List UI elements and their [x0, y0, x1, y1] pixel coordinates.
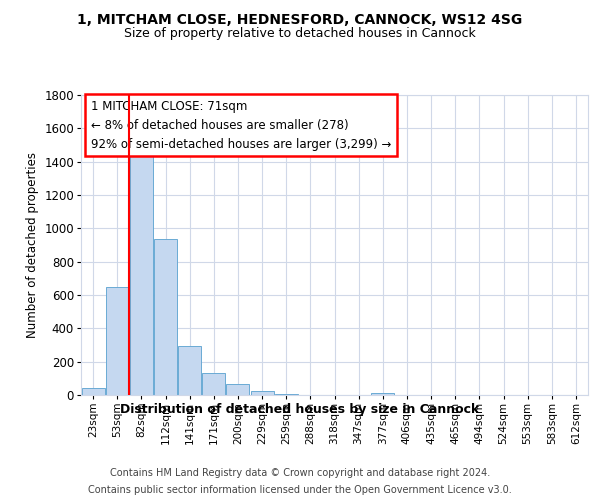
Text: Distribution of detached houses by size in Cannock: Distribution of detached houses by size …	[121, 402, 479, 415]
Bar	[202, 374, 225, 395]
Text: Contains public sector information licensed under the Open Government Licence v3: Contains public sector information licen…	[88, 485, 512, 495]
Text: Size of property relative to detached houses in Cannock: Size of property relative to detached ho…	[124, 28, 476, 40]
Bar	[130, 150, 153, 395]
Bar	[154, 239, 177, 395]
Text: 1, MITCHAM CLOSE, HEDNESFORD, CANNOCK, WS12 4SG: 1, MITCHAM CLOSE, HEDNESFORD, CANNOCK, W…	[77, 12, 523, 26]
Bar	[226, 384, 250, 395]
Y-axis label: Number of detached properties: Number of detached properties	[26, 152, 39, 338]
Bar	[251, 392, 274, 395]
Bar	[82, 388, 104, 395]
Bar	[275, 394, 298, 395]
Bar	[299, 394, 322, 395]
Text: 1 MITCHAM CLOSE: 71sqm
← 8% of detached houses are smaller (278)
92% of semi-det: 1 MITCHAM CLOSE: 71sqm ← 8% of detached …	[91, 100, 392, 150]
Text: Contains HM Land Registry data © Crown copyright and database right 2024.: Contains HM Land Registry data © Crown c…	[110, 468, 490, 477]
Bar	[178, 346, 201, 395]
Bar	[371, 394, 394, 395]
Bar	[106, 286, 128, 395]
